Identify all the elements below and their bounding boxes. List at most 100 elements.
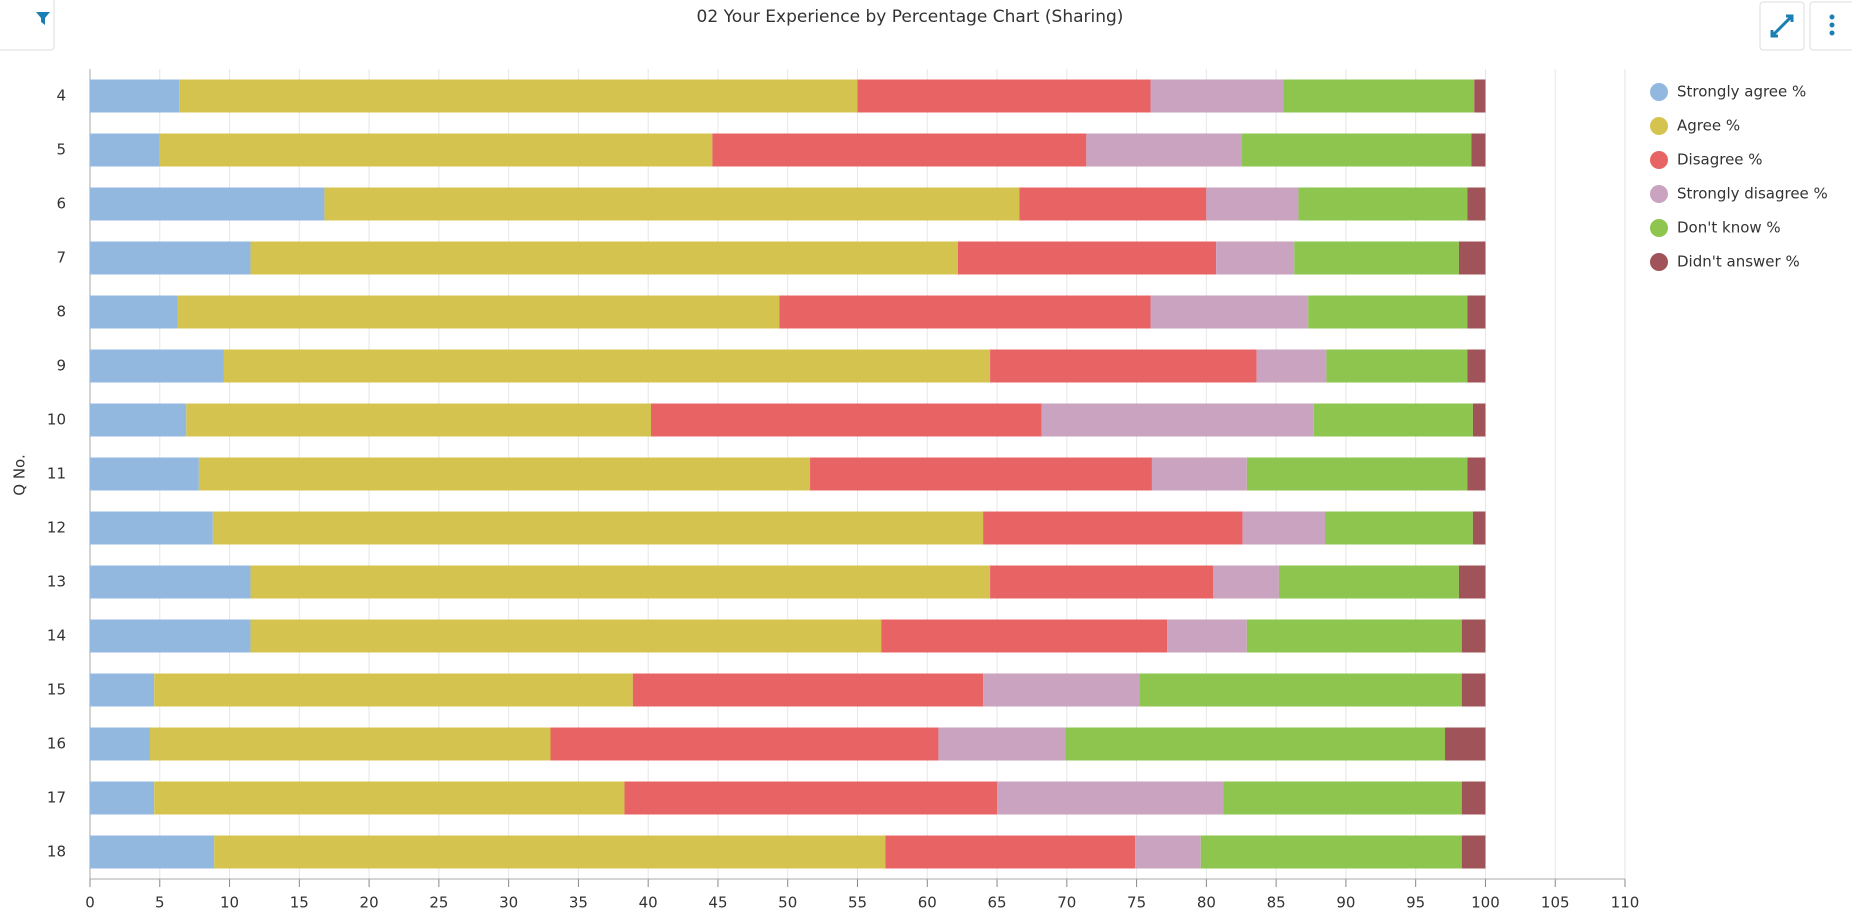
bar-segment (1326, 349, 1468, 383)
bar-segment (1461, 835, 1486, 869)
bar-segment (1467, 349, 1486, 383)
x-tick-label: 85 (1267, 894, 1286, 912)
legend-label: Agree % (1677, 117, 1740, 135)
x-tick-label: 0 (85, 894, 95, 912)
bar-segment (1472, 403, 1486, 437)
bar-segment (810, 457, 1152, 491)
bar-segment (1223, 781, 1462, 815)
x-tick-label: 20 (360, 894, 379, 912)
bar-segment (1135, 835, 1201, 869)
bar-segment (212, 511, 984, 545)
legend-marker (1650, 253, 1668, 271)
bar-segment (1324, 511, 1473, 545)
x-tick-label: 50 (778, 894, 797, 912)
bar-segment (1256, 349, 1327, 383)
bar-segment (1150, 295, 1309, 329)
bar-segment (1200, 835, 1462, 869)
bar-segment (223, 349, 991, 383)
bar-segment (1242, 511, 1325, 545)
x-tick-label: 90 (1336, 894, 1355, 912)
bar-segment (779, 295, 1151, 329)
x-tick-label: 70 (1057, 894, 1076, 912)
legend-marker (1650, 117, 1668, 135)
legend-label: Strongly agree % (1677, 83, 1806, 101)
bar-segment (154, 673, 633, 707)
bar-segment (90, 835, 215, 869)
x-tick-label: 10 (220, 894, 239, 912)
legend-marker (1650, 151, 1668, 169)
legend-marker (1650, 185, 1668, 203)
x-tick-label: 105 (1541, 894, 1570, 912)
x-tick-label: 80 (1197, 894, 1216, 912)
bar-segment (550, 727, 939, 761)
legend-label: Disagree % (1677, 151, 1763, 169)
y-tick-label: 6 (56, 195, 66, 213)
y-tick-label: 4 (56, 87, 66, 105)
bar-segment (1467, 295, 1486, 329)
legend-marker (1650, 219, 1668, 237)
bar-segment (624, 781, 998, 815)
bar-segment (857, 79, 1151, 113)
bar-segment (90, 727, 151, 761)
x-tick-label: 30 (499, 894, 518, 912)
bar-segment (1139, 673, 1462, 707)
bar-segment (1313, 403, 1473, 437)
bar-segment (90, 349, 224, 383)
bar-segment (1213, 565, 1279, 599)
x-tick-label: 100 (1471, 894, 1500, 912)
bar-segment (881, 619, 1168, 653)
y-tick-label: 14 (47, 627, 66, 645)
bar-segment (1444, 727, 1486, 761)
x-tick-label: 95 (1406, 894, 1425, 912)
bar-segment (1294, 241, 1459, 275)
bar-segment (1461, 619, 1486, 653)
x-tick-label: 15 (290, 894, 309, 912)
expand-button[interactable] (1759, 1, 1805, 51)
bar-segment (90, 295, 178, 329)
legend-label: Didn't answer % (1677, 253, 1800, 271)
bar-segment (1246, 457, 1468, 491)
x-tick-label: 40 (639, 894, 658, 912)
bar-segment (90, 79, 180, 113)
bar-segment (1283, 79, 1475, 113)
bar-segment (150, 727, 551, 761)
filter-button[interactable] (0, 0, 55, 51)
bar-segment (1278, 565, 1459, 599)
bar-segment (1461, 781, 1486, 815)
y-tick-label: 18 (47, 843, 66, 861)
y-tick-label: 15 (47, 681, 66, 699)
bar-segment (214, 835, 886, 869)
bar-segment (90, 457, 199, 491)
bar-segment (1298, 187, 1468, 221)
y-axis-label: Q No. (11, 454, 29, 495)
bar-segment (90, 511, 213, 545)
bar-segment (1019, 187, 1207, 221)
x-tick-label: 60 (918, 894, 937, 912)
x-tick-label: 45 (708, 894, 727, 912)
bar-segment (1461, 673, 1486, 707)
bar-segment (1458, 241, 1486, 275)
y-tick-label: 5 (56, 141, 66, 159)
bar-segment (250, 619, 882, 653)
bar-segment (1474, 79, 1486, 113)
chart-title: 02 Your Experience by Percentage Chart (… (697, 7, 1124, 27)
bar-segment (1241, 133, 1472, 167)
x-tick-label: 35 (569, 894, 588, 912)
bar-segment (1167, 619, 1247, 653)
bar-segment (632, 673, 984, 707)
bar-segment (250, 565, 991, 599)
bar-segment (1246, 619, 1462, 653)
bar-segment (1308, 295, 1468, 329)
bar-segment (90, 673, 155, 707)
menu-button[interactable] (1809, 1, 1852, 51)
y-tick-label: 17 (47, 789, 66, 807)
x-tick-label: 55 (848, 894, 867, 912)
x-tick-label: 65 (987, 894, 1006, 912)
bar-segment (250, 241, 958, 275)
y-tick-label: 12 (47, 519, 66, 537)
bar-segment (90, 187, 325, 221)
y-tick-label: 7 (56, 249, 66, 267)
bar-segment (712, 133, 1087, 167)
bar-segment (154, 781, 625, 815)
